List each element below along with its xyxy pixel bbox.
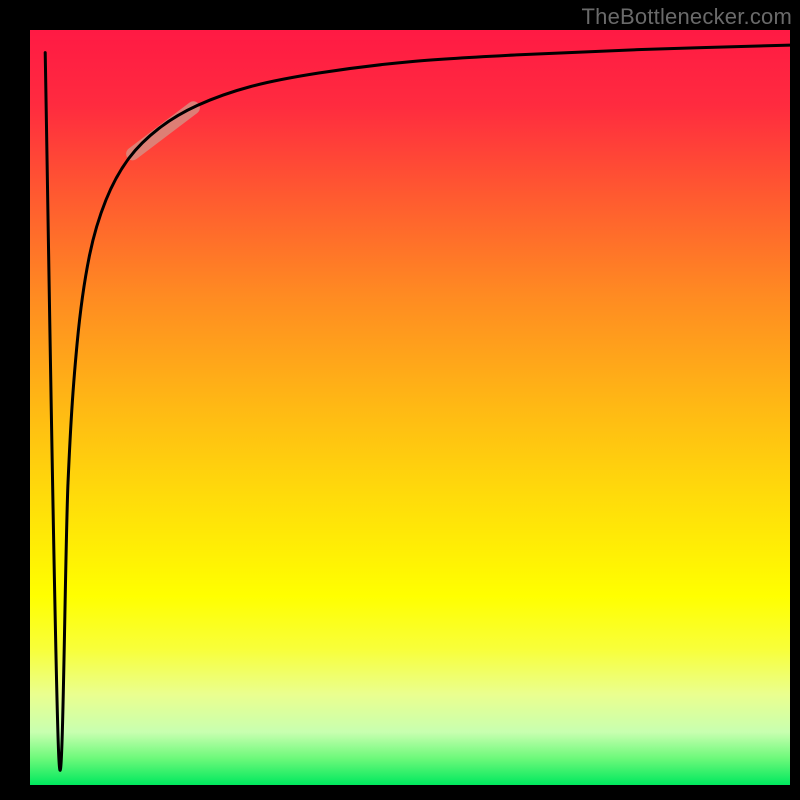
curve-layer: [30, 30, 790, 785]
plot-area: [30, 30, 790, 785]
chart-container: TheBottlenecker.com: [0, 0, 800, 800]
bottleneck-curve: [45, 45, 790, 770]
highlight-segment: [133, 108, 194, 154]
attribution-text: TheBottlenecker.com: [582, 4, 792, 30]
